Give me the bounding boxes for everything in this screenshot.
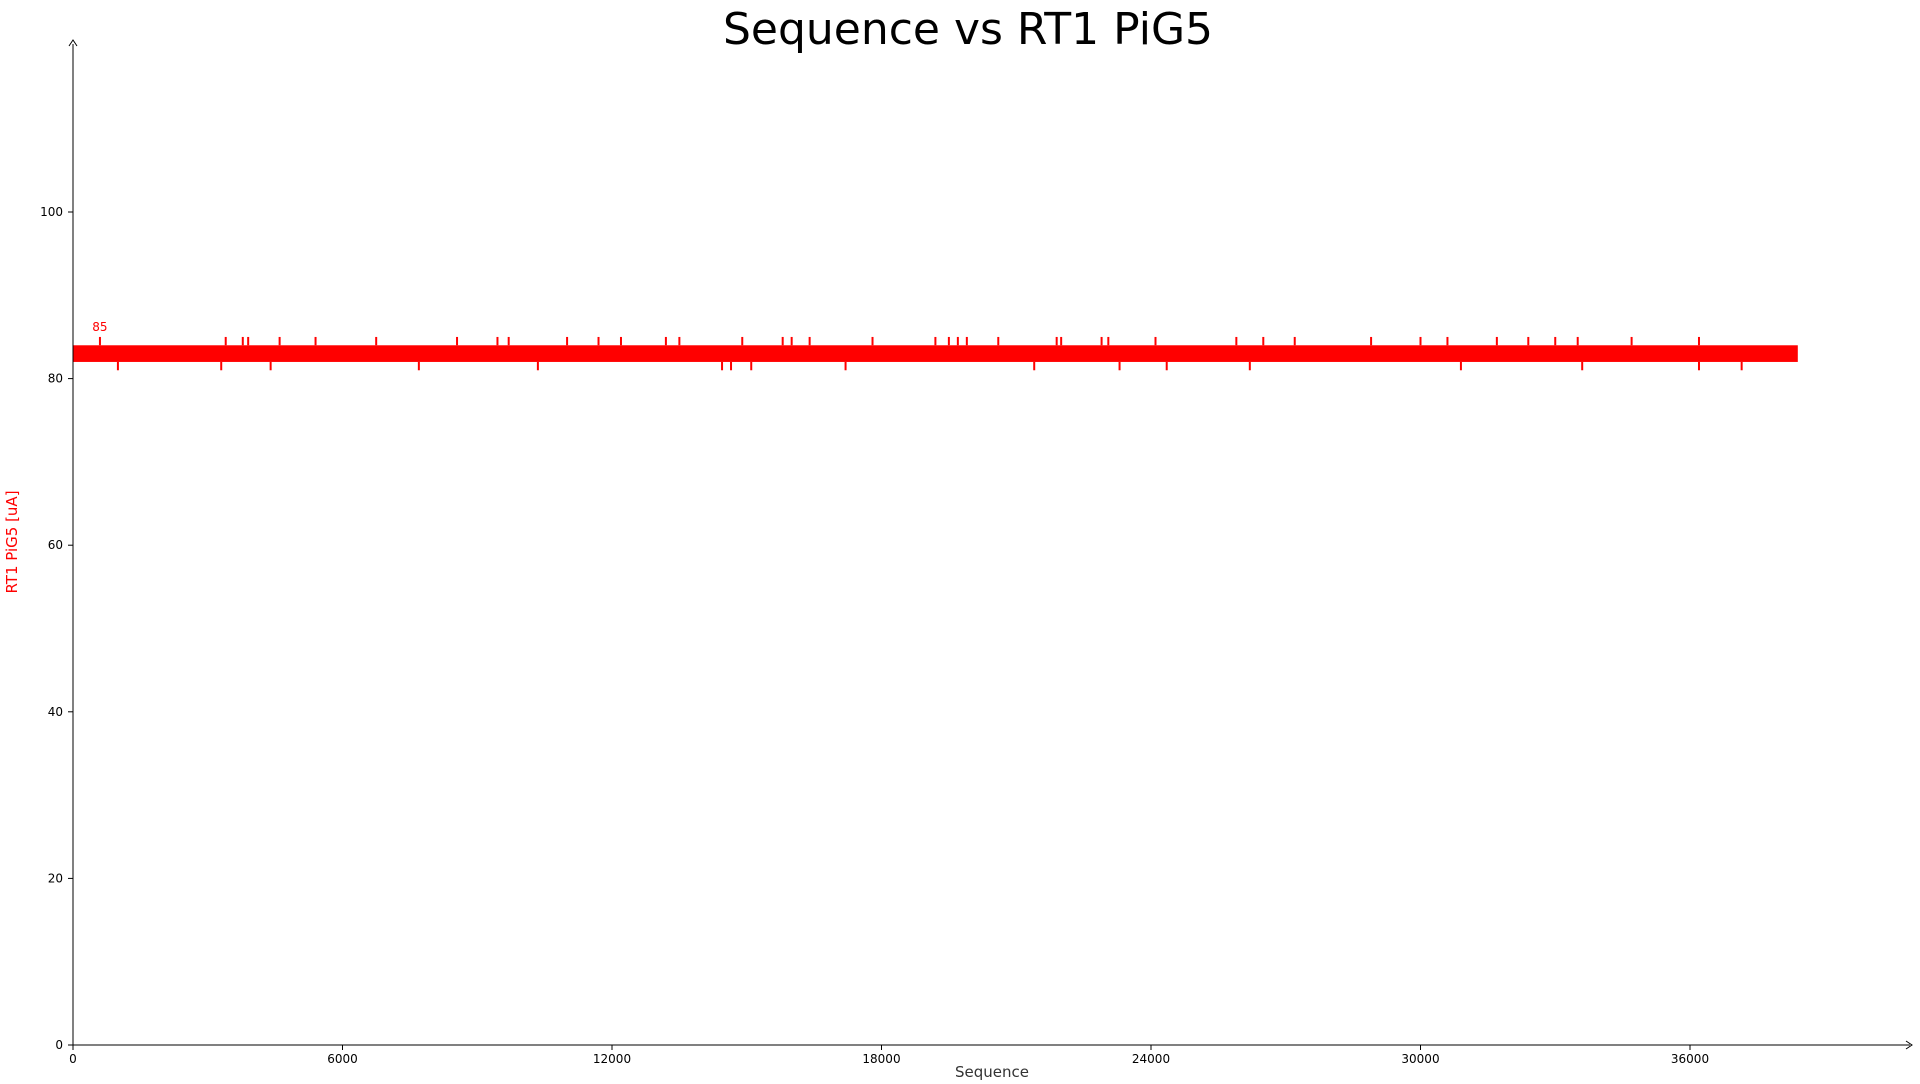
- y-tick-label: 80: [48, 372, 63, 386]
- y-tick-label: 100: [40, 205, 63, 219]
- x-axis-label: Sequence: [955, 1063, 1029, 1080]
- y-tick-label: 20: [48, 871, 63, 885]
- chart-title: Sequence vs RT1 PiG5: [723, 4, 1213, 55]
- y-tick-label: 0: [55, 1038, 63, 1052]
- annotation-label: 85: [92, 320, 107, 334]
- y-axis-arrow: [68, 39, 78, 47]
- y-tick-label: 60: [48, 538, 63, 552]
- ticks-layer: 0 6000 12000 18000 24000 30000 36000 0 20 40 60 80 1…: [40, 205, 1709, 1066]
- annotation-layer: 85: [92, 320, 107, 334]
- x-tick-label: 18000: [862, 1052, 900, 1066]
- x-tick-label: 0: [69, 1052, 77, 1066]
- x-tick-label: 24000: [1132, 1052, 1170, 1066]
- x-tick-label: 6000: [327, 1052, 358, 1066]
- y-axis-label: RT1 PiG5 [uA]: [3, 490, 21, 593]
- x-tick-label: 12000: [593, 1052, 631, 1066]
- x-tick-label: 36000: [1671, 1052, 1709, 1066]
- axis-layer: [68, 39, 1913, 1050]
- x-axis-arrow: [1905, 1040, 1913, 1050]
- series-layer: [73, 336, 1798, 371]
- y-tick-label: 40: [48, 705, 63, 719]
- x-tick-label: 30000: [1401, 1052, 1439, 1066]
- series-band: [73, 345, 1798, 362]
